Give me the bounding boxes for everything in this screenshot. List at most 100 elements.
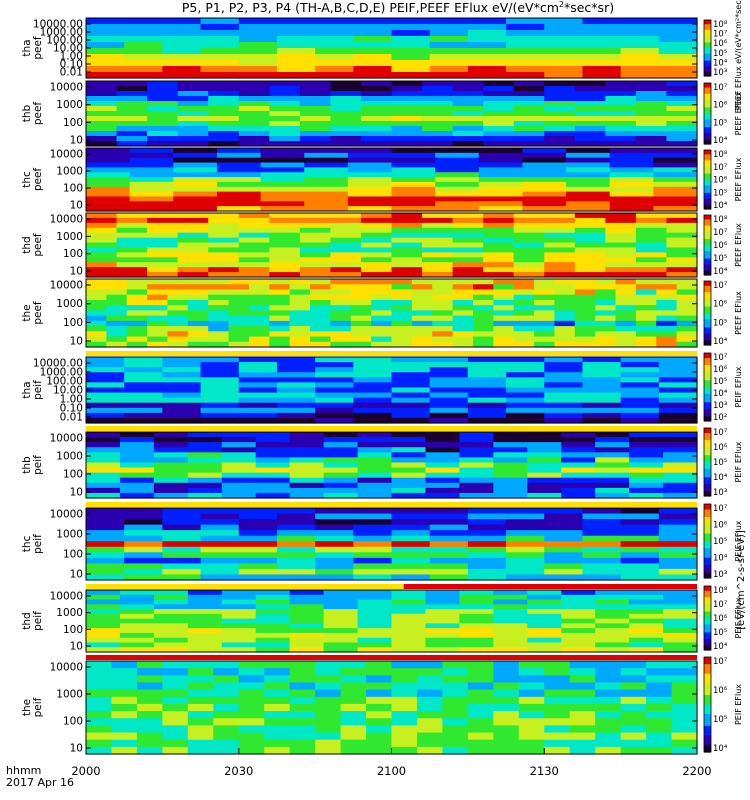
- heatmap-cell: [566, 148, 611, 154]
- heatmap-cell: [86, 284, 107, 291]
- heatmap-cell: [124, 42, 163, 49]
- heatmap-cell: [124, 530, 163, 537]
- heatmap-cell: [620, 18, 660, 25]
- heatmap-cell: [289, 618, 325, 624]
- heatmap-cell: [658, 54, 698, 61]
- heatmap-cell: [658, 552, 698, 559]
- heatmap-cell: [86, 718, 113, 726]
- heatmap-cell: [289, 604, 325, 610]
- heatmap-cell: [276, 402, 316, 409]
- heatmap-cell: [353, 36, 393, 43]
- heatmap-cell: [200, 519, 240, 526]
- heatmap-cell: [467, 535, 507, 542]
- heatmap-cell: [299, 217, 331, 224]
- heatmap-cell: [595, 642, 630, 648]
- heatmap-cell: [86, 377, 125, 383]
- heatmap-cell: [86, 30, 125, 37]
- heatmap-cell: [147, 217, 179, 224]
- heatmap-cell: [162, 557, 202, 564]
- heatmap-cell: [605, 126, 637, 132]
- colorbar-segment: [704, 637, 711, 640]
- heatmap-cell: [595, 482, 630, 489]
- heatmap-cell: [304, 201, 349, 207]
- colorbar-segment: [704, 183, 711, 187]
- heatmap-cell: [478, 148, 524, 154]
- heatmap-cell: [666, 262, 698, 268]
- heatmap-cell: [506, 557, 545, 564]
- heatmap-cell: [177, 116, 209, 122]
- y-axis-product-label: peef: [32, 36, 44, 60]
- heatmap-cell: [478, 201, 524, 207]
- heatmap-cell: [544, 141, 576, 147]
- heatmap-cell: [391, 177, 436, 183]
- heatmap-cell: [86, 331, 107, 338]
- heatmap-cell: [119, 492, 155, 499]
- heatmap-cell: [116, 213, 148, 219]
- heatmap-cell: [238, 232, 270, 239]
- heatmap-cell: [544, 563, 584, 570]
- heatmap-cell: [391, 599, 427, 605]
- heatmap-cell: [106, 310, 128, 317]
- heatmap-cell: [391, 407, 431, 414]
- heatmap-cell: [86, 462, 121, 469]
- heatmap-cell: [177, 101, 209, 107]
- heatmap-cell: [86, 18, 125, 25]
- heatmap-cell: [213, 718, 240, 726]
- heatmap-cell: [544, 362, 584, 368]
- heatmap-cell: [371, 289, 393, 296]
- heatmap-cell: [561, 637, 596, 644]
- colorbar-tick-label: 10⁴: [713, 744, 728, 754]
- heatmap-cell: [478, 206, 524, 212]
- heatmap-cell: [425, 492, 460, 499]
- heatmap-cell: [119, 604, 155, 610]
- heatmap-cell: [391, 604, 427, 610]
- heatmap-cell: [330, 252, 362, 258]
- heatmap-cell: [366, 661, 393, 669]
- heatmap-cell: [353, 24, 393, 31]
- colorbar-segment: [704, 699, 711, 703]
- heatmap-cell: [357, 462, 393, 469]
- heatmap-cell: [544, 126, 576, 132]
- colorbar-segment: [704, 29, 711, 32]
- heatmap-cell: [544, 557, 584, 564]
- heatmap-cell: [666, 222, 698, 229]
- heatmap-cell: [124, 382, 163, 389]
- heatmap-cell: [315, 72, 354, 79]
- heatmap-cell: [177, 252, 209, 258]
- colorbar-segment: [704, 733, 711, 736]
- heatmap-cell: [671, 746, 698, 755]
- heatmap-cell: [658, 357, 698, 363]
- colorbar-segment: [704, 657, 711, 660]
- heatmap-cell: [574, 341, 596, 348]
- heatmap-cell: [467, 407, 507, 414]
- heatmap-cell: [162, 568, 202, 576]
- colorbar-segment: [704, 186, 711, 189]
- heatmap-cell: [574, 222, 606, 229]
- heatmap-cell: [429, 387, 469, 394]
- heatmap-cell: [86, 186, 131, 193]
- heatmap-cell: [238, 247, 270, 253]
- heatmap-cell: [582, 397, 622, 404]
- heatmap-cell: [238, 362, 278, 368]
- y-tick-label: 10000.00: [33, 358, 83, 370]
- heatmap-cell: [605, 116, 637, 122]
- y-tick-label: 10000: [50, 214, 83, 226]
- heatmap-cell: [472, 310, 494, 317]
- heatmap-cell: [86, 191, 131, 198]
- heatmap-cell: [366, 703, 393, 712]
- y-tick-label: 1000: [56, 231, 83, 243]
- heatmap-cell: [595, 467, 630, 474]
- heatmap-cell: [615, 305, 637, 311]
- heatmap-cell: [518, 725, 545, 734]
- colorbar-segment: [704, 308, 711, 311]
- heatmap-cell: [116, 81, 148, 87]
- heatmap-cell: [452, 101, 484, 107]
- heatmap-cell: [124, 412, 163, 419]
- heatmap-cell: [116, 121, 148, 127]
- colorbar-segment: [704, 472, 711, 475]
- heatmap-cell: [86, 546, 125, 553]
- heatmap-cell: [299, 131, 331, 137]
- heatmap-cell: [506, 508, 545, 515]
- heatmap-cell: [429, 372, 469, 378]
- colorbar-segment: [704, 95, 711, 98]
